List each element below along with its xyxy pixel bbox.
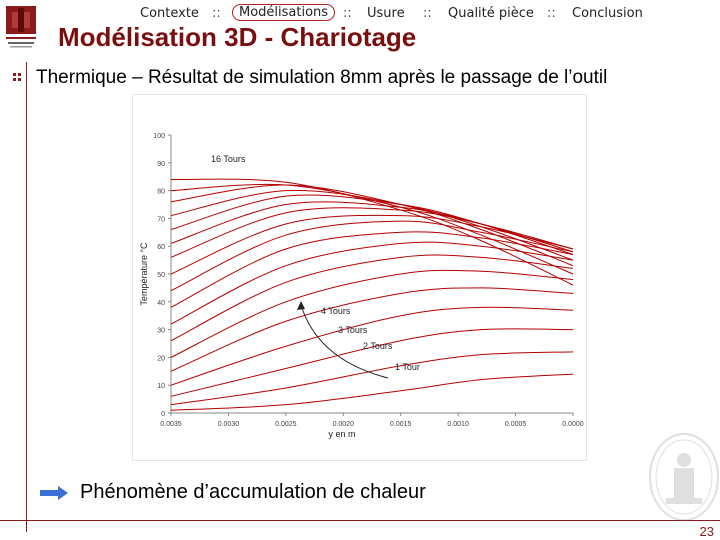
nav-separator: :: xyxy=(547,6,556,21)
series-line-13 xyxy=(170,201,574,253)
series-line-7 xyxy=(170,254,574,342)
series-line-6 xyxy=(170,269,574,358)
slide-subtitle: Thermique – Résultat de simulation 8mm a… xyxy=(36,67,608,88)
page-number: 23 xyxy=(699,524,714,539)
y-tick-label: 90 xyxy=(157,161,165,168)
x-tick-label: 0.0030 xyxy=(218,421,240,428)
series-line-10 xyxy=(170,220,574,292)
chart-annotations: 16 Tours 4 Tours 3 Tours 2 Tours 1 Tour xyxy=(211,154,420,379)
y-tick-label: 0 xyxy=(161,411,165,418)
series-line-5 xyxy=(170,287,574,372)
temperature-chart: 0 10 20 30 40 50 60 70 80 90 100 0.0035 0.0030 0.0025… xyxy=(133,95,586,460)
chart-series-group xyxy=(170,178,574,411)
slide-title: Modélisation 3D - Chariotage xyxy=(58,22,417,52)
x-tick-label: 0.0020 xyxy=(333,421,355,428)
nav-item-modelisations[interactable]: Modélisations xyxy=(232,4,336,21)
arrow-right-icon xyxy=(40,485,68,500)
series-line-4 xyxy=(170,306,574,386)
series-line-14 xyxy=(170,194,574,256)
y-tick-label: 30 xyxy=(157,328,165,335)
left-rule xyxy=(26,62,27,532)
chart-annotation: 16 Tours xyxy=(211,154,246,164)
series-line-2 xyxy=(170,351,574,406)
nav-item-conclusion[interactable]: Conclusion xyxy=(572,6,643,21)
series-line-11 xyxy=(170,214,574,275)
y-tick-label: 100 xyxy=(153,133,165,140)
annotation-arrow-head xyxy=(297,301,305,310)
chart-annotation: 2 Tours xyxy=(363,341,393,351)
x-tick-label: 0.0035 xyxy=(160,421,182,428)
bullet-icon xyxy=(13,73,22,82)
bottom-rule xyxy=(0,520,720,521)
y-tick-label: 70 xyxy=(157,216,165,223)
y-tick-label: 10 xyxy=(157,383,165,390)
y-tick-label: 60 xyxy=(157,244,165,251)
series-line-16 xyxy=(170,184,574,267)
top-navigation: Contexte :: Modélisations :: Usure :: Qu… xyxy=(0,4,720,22)
series-line-9 xyxy=(170,231,574,308)
y-axis-label: Température °C xyxy=(139,242,149,306)
x-tick-label: 0.0000 xyxy=(562,421,584,428)
nav-separator: :: xyxy=(343,6,352,21)
chart-axes: 0 10 20 30 40 50 60 70 80 90 100 0.0035 0.0030 0.0025… xyxy=(139,133,584,439)
y-tick-label: 50 xyxy=(157,272,165,279)
nav-separator: :: xyxy=(423,6,432,21)
annotation-arrow xyxy=(300,304,389,379)
nav-separator: :: xyxy=(212,6,221,21)
x-axis-label: y en m xyxy=(328,429,355,439)
series-line-12 xyxy=(170,207,574,258)
series-line-18 xyxy=(170,178,574,286)
x-tick-label: 0.0015 xyxy=(390,421,412,428)
x-tick-label: 0.0005 xyxy=(505,421,527,428)
nav-item-qualite-piece[interactable]: Qualité pièce xyxy=(448,6,534,21)
chart-annotation: 4 Tours xyxy=(321,306,351,316)
chart-annotation: 3 Tours xyxy=(338,325,368,335)
university-seal-watermark xyxy=(649,433,719,521)
x-tick-label: 0.0025 xyxy=(275,421,297,428)
series-line-3 xyxy=(170,328,574,397)
y-tick-label: 80 xyxy=(157,189,165,196)
nav-item-usure[interactable]: Usure xyxy=(367,6,405,21)
chart-svg: 0 10 20 30 40 50 60 70 80 90 100 0.0035 0.0030 0.0025… xyxy=(139,133,584,439)
y-tick-label: 20 xyxy=(157,355,165,362)
x-tick-label: 0.0010 xyxy=(447,421,469,428)
series-line-17 xyxy=(170,183,574,275)
university-logo xyxy=(6,6,36,48)
nav-item-contexte[interactable]: Contexte xyxy=(140,6,199,21)
chart-annotation: 1 Tour xyxy=(395,362,420,372)
conclusion-line: Phénomène d’accumulation de chaleur xyxy=(40,481,426,504)
conclusion-text: Phénomène d’accumulation de chaleur xyxy=(80,481,426,503)
series-line-1 xyxy=(170,373,574,411)
series-line-8 xyxy=(170,241,574,325)
y-tick-label: 40 xyxy=(157,300,165,307)
